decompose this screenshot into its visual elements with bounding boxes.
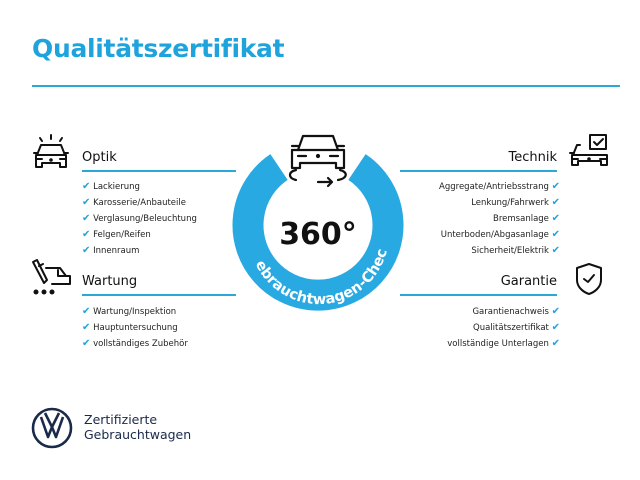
list-item: ✔ Innenraum [82,245,140,256]
section-title-technik: Technik [508,150,558,165]
list-item: ✔ Verglasung/Beleuchtung [82,213,197,224]
list-item: ✔ Hauptuntersuchung [82,322,178,333]
title-divider [32,85,620,87]
check-icon: ✔ [82,306,91,317]
check-icon: ✔ [551,229,560,240]
check-icon: ✔ [82,181,91,192]
list-item: ✔ Lackierung [82,181,140,192]
list-item: Qualitätszertifikat ✔ [473,322,560,333]
vw-logo [31,407,73,449]
section-title-wartung: Wartung [82,274,138,289]
check-icon: ✔ [82,338,91,349]
check-icon: ✔ [82,245,91,256]
shield-check-icon [576,263,602,295]
check-icon: ✔ [82,197,91,208]
check-icon: ✔ [82,213,91,224]
list-item: ✔ Felgen/Reifen [82,229,151,240]
list-item: Sicherheit/Elektrik ✔ [471,245,560,256]
technik-divider [400,170,557,172]
check-360-badge: 360° Gebrauchtwagen-Check [218,120,404,311]
optik-list: ✔ Lackierung ✔ Karosserie/Anbauteile ✔ V… [82,179,197,259]
list-item: ✔ vollständiges Zubehör [82,338,188,349]
garantie-divider [400,294,557,296]
list-item: vollständige Unterlagen ✔ [447,338,560,349]
garantie-list: Garantienachweis ✔ Qualitätszertifikat ✔… [447,304,560,352]
car-rotate-icon [288,134,347,188]
wartung-list: ✔ Wartung/Inspektion ✔ Hauptuntersuchung… [82,304,188,352]
check-icon: ✔ [551,213,560,224]
ring-arc [232,154,404,311]
check-icon: ✔ [551,181,560,192]
check-icon: ✔ [82,229,91,240]
service-tools-icon [32,259,71,295]
degrees-label: 360° [279,217,357,252]
wartung-divider [82,294,236,296]
list-item: Unterboden/Abgasanlage ✔ [440,229,560,240]
list-item: Lenkung/Fahrwerk ✔ [471,197,560,208]
section-title-optik: Optik [82,150,117,165]
list-item: Bremsanlage ✔ [493,213,560,224]
optik-divider [82,170,236,172]
list-item: ✔ Karosserie/Anbauteile [82,197,186,208]
check-icon: ✔ [551,197,560,208]
page-title: Qualitätszertifikat [32,34,285,63]
list-item: Garantienachweis ✔ [472,306,560,317]
car-checklist-icon [569,134,608,166]
list-item: Aggregate/Antriebsstrang ✔ [439,181,560,192]
check-icon: ✔ [551,245,560,256]
check-icon: ✔ [551,338,560,349]
check-icon: ✔ [551,322,560,333]
car-lights-icon [33,134,69,168]
check-icon: ✔ [551,306,560,317]
section-title-garantie: Garantie [500,274,557,289]
check-icon: ✔ [82,322,91,333]
list-item: ✔ Wartung/Inspektion [82,306,177,317]
brand-text: Zertifizierte Gebrauchtwagen [84,412,192,442]
technik-list: Aggregate/Antriebsstrang ✔ Lenkung/Fahrw… [439,179,560,259]
